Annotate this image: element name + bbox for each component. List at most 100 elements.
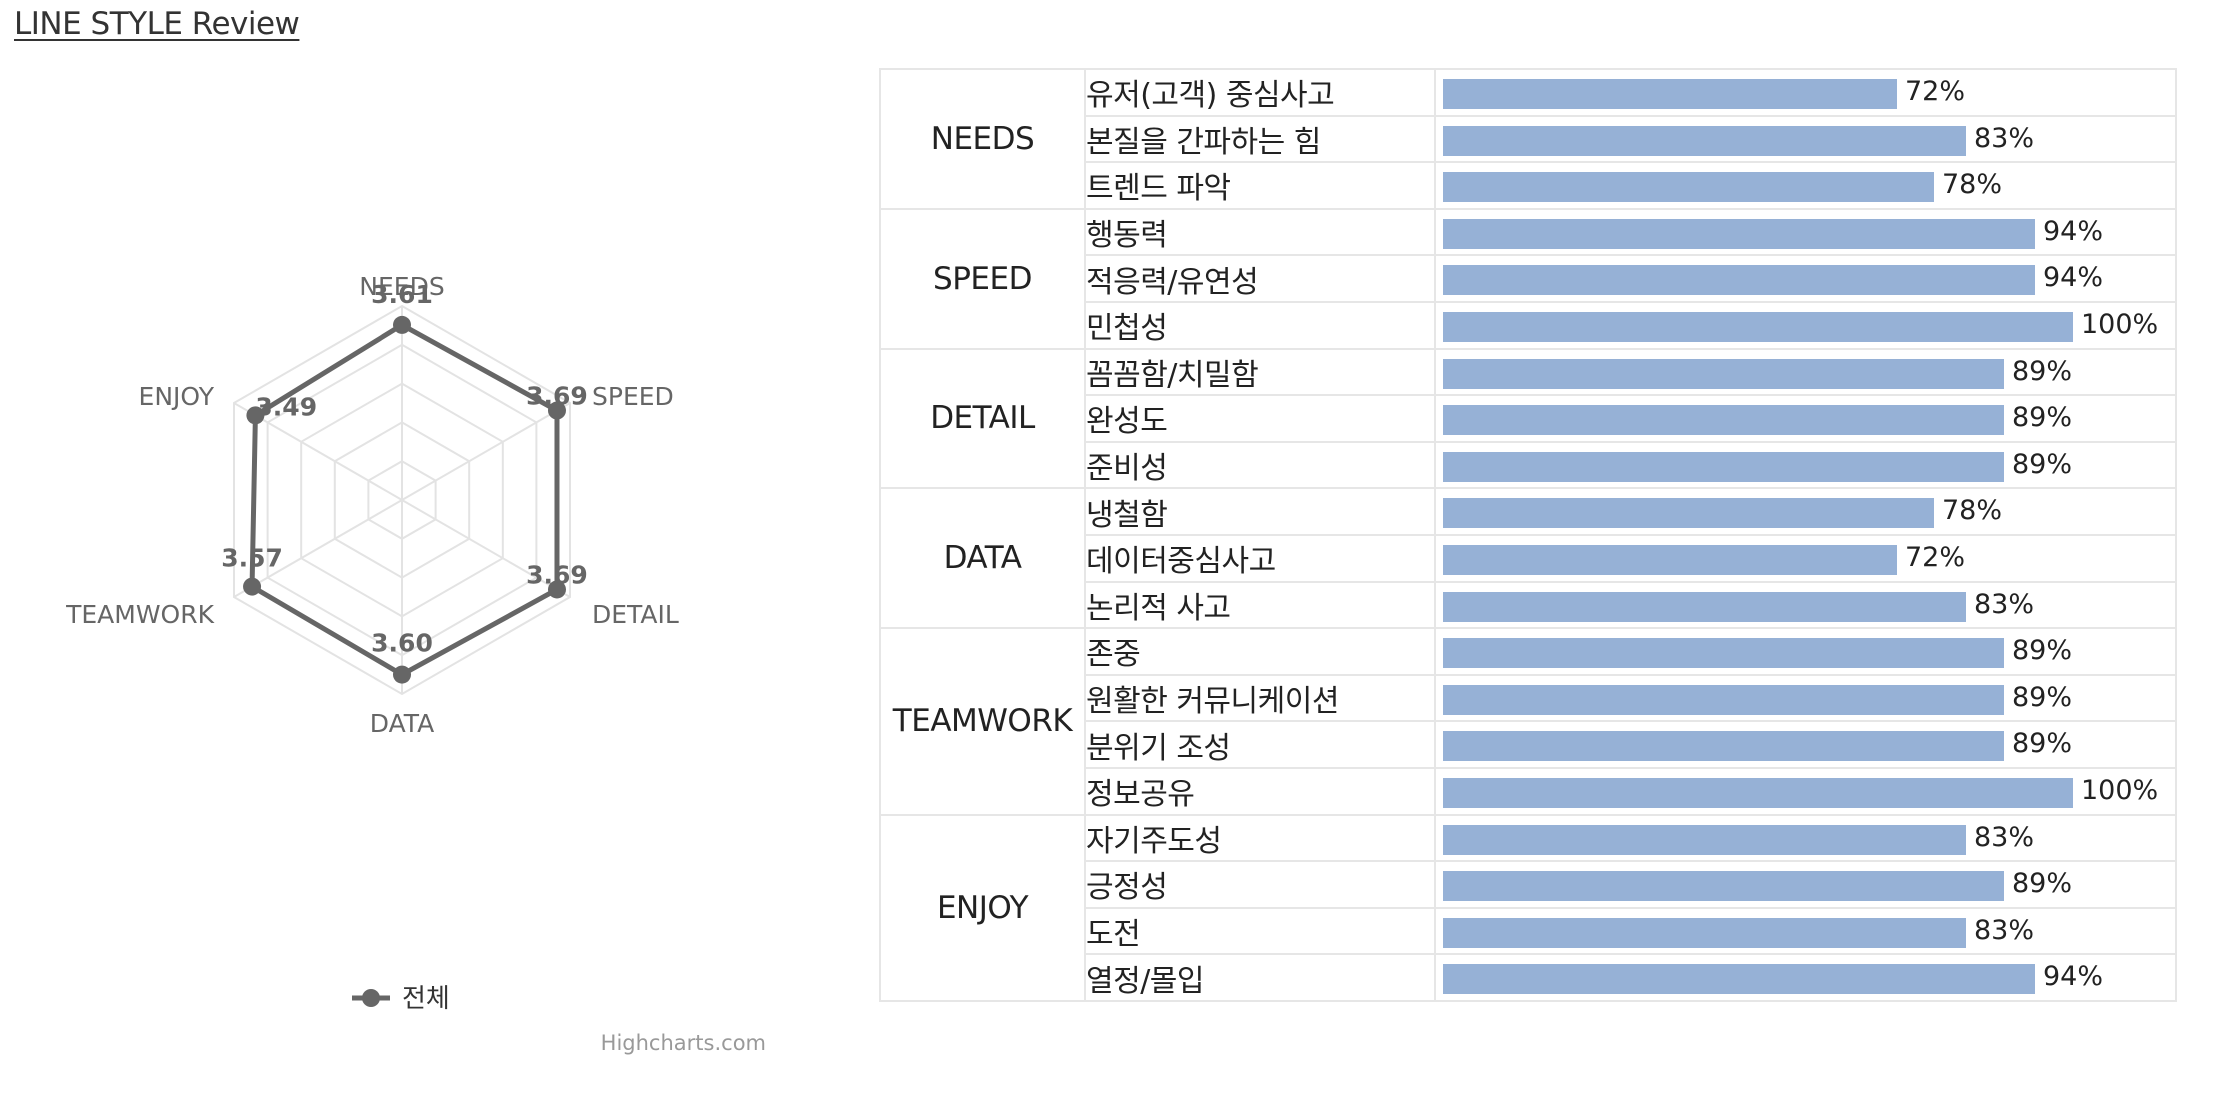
bar-cell: 78%: [1434, 487, 2177, 536]
score-bar: [1443, 731, 2004, 762]
item-label: 트렌드 파악: [1084, 161, 1436, 210]
category-cell: NEEDS: [879, 68, 1086, 210]
score-bar: [1443, 358, 2004, 389]
bar-cell: 89%: [1434, 627, 2177, 676]
item-label: 꼼꼼함/치밀함: [1084, 347, 1436, 397]
page-title[interactable]: LINE STYLE Review: [14, 6, 300, 42]
score-percent-label: 72%: [1905, 76, 1966, 107]
bar-cell: 94%: [1434, 254, 2177, 303]
table-row: 트렌드 파악 78%: [880, 161, 2177, 210]
item-label: 민첩성: [1084, 300, 1436, 350]
score-percent-label: 78%: [1942, 495, 2003, 527]
legend-marker: [362, 989, 380, 1007]
radar-point: [393, 665, 411, 684]
table-row: SPEED 행동력 94%: [879, 207, 2177, 350]
score-bar: [1443, 871, 2004, 902]
score-bar: [1443, 79, 1897, 109]
table-row: 민첩성 100%: [880, 300, 2177, 350]
item-label: 도전: [1084, 906, 1436, 956]
radar-axis-label: DATA: [370, 709, 434, 738]
bar-cell: 100%: [1434, 300, 2177, 350]
item-label: 논리적 사고: [1084, 580, 1436, 630]
score-percent-label: 100%: [2081, 308, 2159, 340]
radar-value-label: 3.69: [526, 560, 588, 589]
item-label: 행동력: [1084, 207, 1436, 257]
score-bar: [1443, 591, 1966, 622]
table-row: 분위기 조성 89%: [880, 720, 2177, 769]
item-label: 열정/몰입: [1084, 953, 1436, 1002]
category-cell: SPEED: [879, 207, 1086, 350]
bar-cell: 72%: [1434, 68, 2177, 117]
bar-cell: 89%: [1434, 720, 2177, 769]
bar-cell: 89%: [1434, 860, 2177, 909]
score-bar: [1443, 451, 2004, 482]
table-row: 적응력/유연성 94%: [880, 254, 2177, 303]
score-bar: [1443, 824, 1966, 855]
table-row: DETAIL 꼼꼼함/치밀함 89%: [879, 347, 2177, 490]
table-row: 열정/몰입 94%: [880, 953, 2177, 1002]
score-percent-label: 100%: [2081, 774, 2159, 806]
table-row: 원활한 커뮤니케이션 89%: [880, 673, 2177, 723]
item-label: 존중: [1084, 627, 1436, 676]
score-bar: [1443, 777, 2073, 808]
radar-point: [393, 315, 411, 334]
radar-value-label: 3.61: [371, 280, 433, 309]
score-percent-label: 83%: [1974, 914, 2035, 946]
radar-series-line: [249, 322, 560, 678]
table-row: 도전 83%: [880, 906, 2177, 956]
credits-link[interactable]: Highcharts.com: [601, 1031, 766, 1055]
item-label: 원활한 커뮤니케이션: [1084, 673, 1436, 723]
radar-axis-label: SPEED: [592, 382, 674, 411]
bar-cell: 78%: [1434, 161, 2177, 210]
score-percent-label: 89%: [2012, 868, 2073, 900]
legend-item-전체[interactable]: 전체: [402, 984, 450, 1014]
item-label: 완성도: [1084, 394, 1436, 443]
table-row: 완성도 89%: [880, 394, 2177, 443]
score-bar: [1443, 498, 1934, 529]
category-cell: DATA: [879, 487, 1086, 630]
score-percent-label: 89%: [2012, 448, 2073, 480]
table-row: TEAMWORK 존중 89%: [879, 627, 2177, 816]
score-percent-label: 94%: [2043, 262, 2104, 294]
score-percent-label: 89%: [2012, 402, 2073, 434]
item-label: 자기주도성: [1084, 813, 1436, 863]
bar-cell: 100%: [1434, 766, 2177, 816]
radar-point: [547, 580, 566, 599]
score-bar: [1443, 638, 2004, 669]
item-label: 준비성: [1084, 440, 1436, 490]
table-row: ENJOY 자기주도성 83%: [879, 813, 2177, 1002]
score-percent-label: 83%: [1974, 588, 2035, 620]
item-label: 적응력/유연성: [1084, 254, 1436, 303]
radar-axis-label: TEAMWORK: [65, 600, 215, 629]
score-bar: [1443, 684, 2004, 715]
score-percent-label: 83%: [1974, 821, 2035, 853]
item-label: 정보공유: [1084, 766, 1436, 816]
radar-value-label: 3.49: [255, 392, 317, 421]
radar-grid-spoke: [401, 402, 571, 501]
score-bar: [1443, 917, 1966, 948]
item-label: 냉철함: [1084, 487, 1436, 536]
radar-value-label: 3.57: [221, 544, 283, 573]
radar-value-label: 3.69: [526, 382, 588, 411]
bar-cell: 89%: [1434, 394, 2177, 443]
score-bar: [1443, 265, 2035, 296]
score-bar: [1443, 218, 2035, 249]
radar-axis-label: NEEDS: [359, 272, 444, 301]
bar-cell: 83%: [1434, 813, 2177, 863]
radar-axis-label: ENJOY: [139, 382, 215, 411]
radar-axis-label: DETAIL: [592, 600, 679, 629]
score-percent-label: 83%: [1974, 122, 2035, 154]
item-label: 분위기 조성: [1084, 720, 1436, 769]
score-percent-label: 89%: [2012, 635, 2073, 667]
item-label: 유저(고객) 중심사고: [1084, 68, 1436, 117]
score-bar: [1443, 964, 2035, 995]
bar-cell: 94%: [1434, 207, 2177, 257]
table-row: 준비성 89%: [880, 440, 2177, 490]
radar-grid-spoke: [401, 499, 571, 598]
score-bar: [1443, 172, 1934, 203]
score-percent-label: 89%: [2012, 681, 2073, 713]
table-row: 데이터중심사고 72%: [880, 533, 2177, 583]
table-row: NEEDS 유저(고객) 중심사고 72%: [879, 68, 2177, 210]
bar-cell: 89%: [1434, 440, 2177, 490]
score-percent-label: 89%: [2012, 355, 2073, 387]
